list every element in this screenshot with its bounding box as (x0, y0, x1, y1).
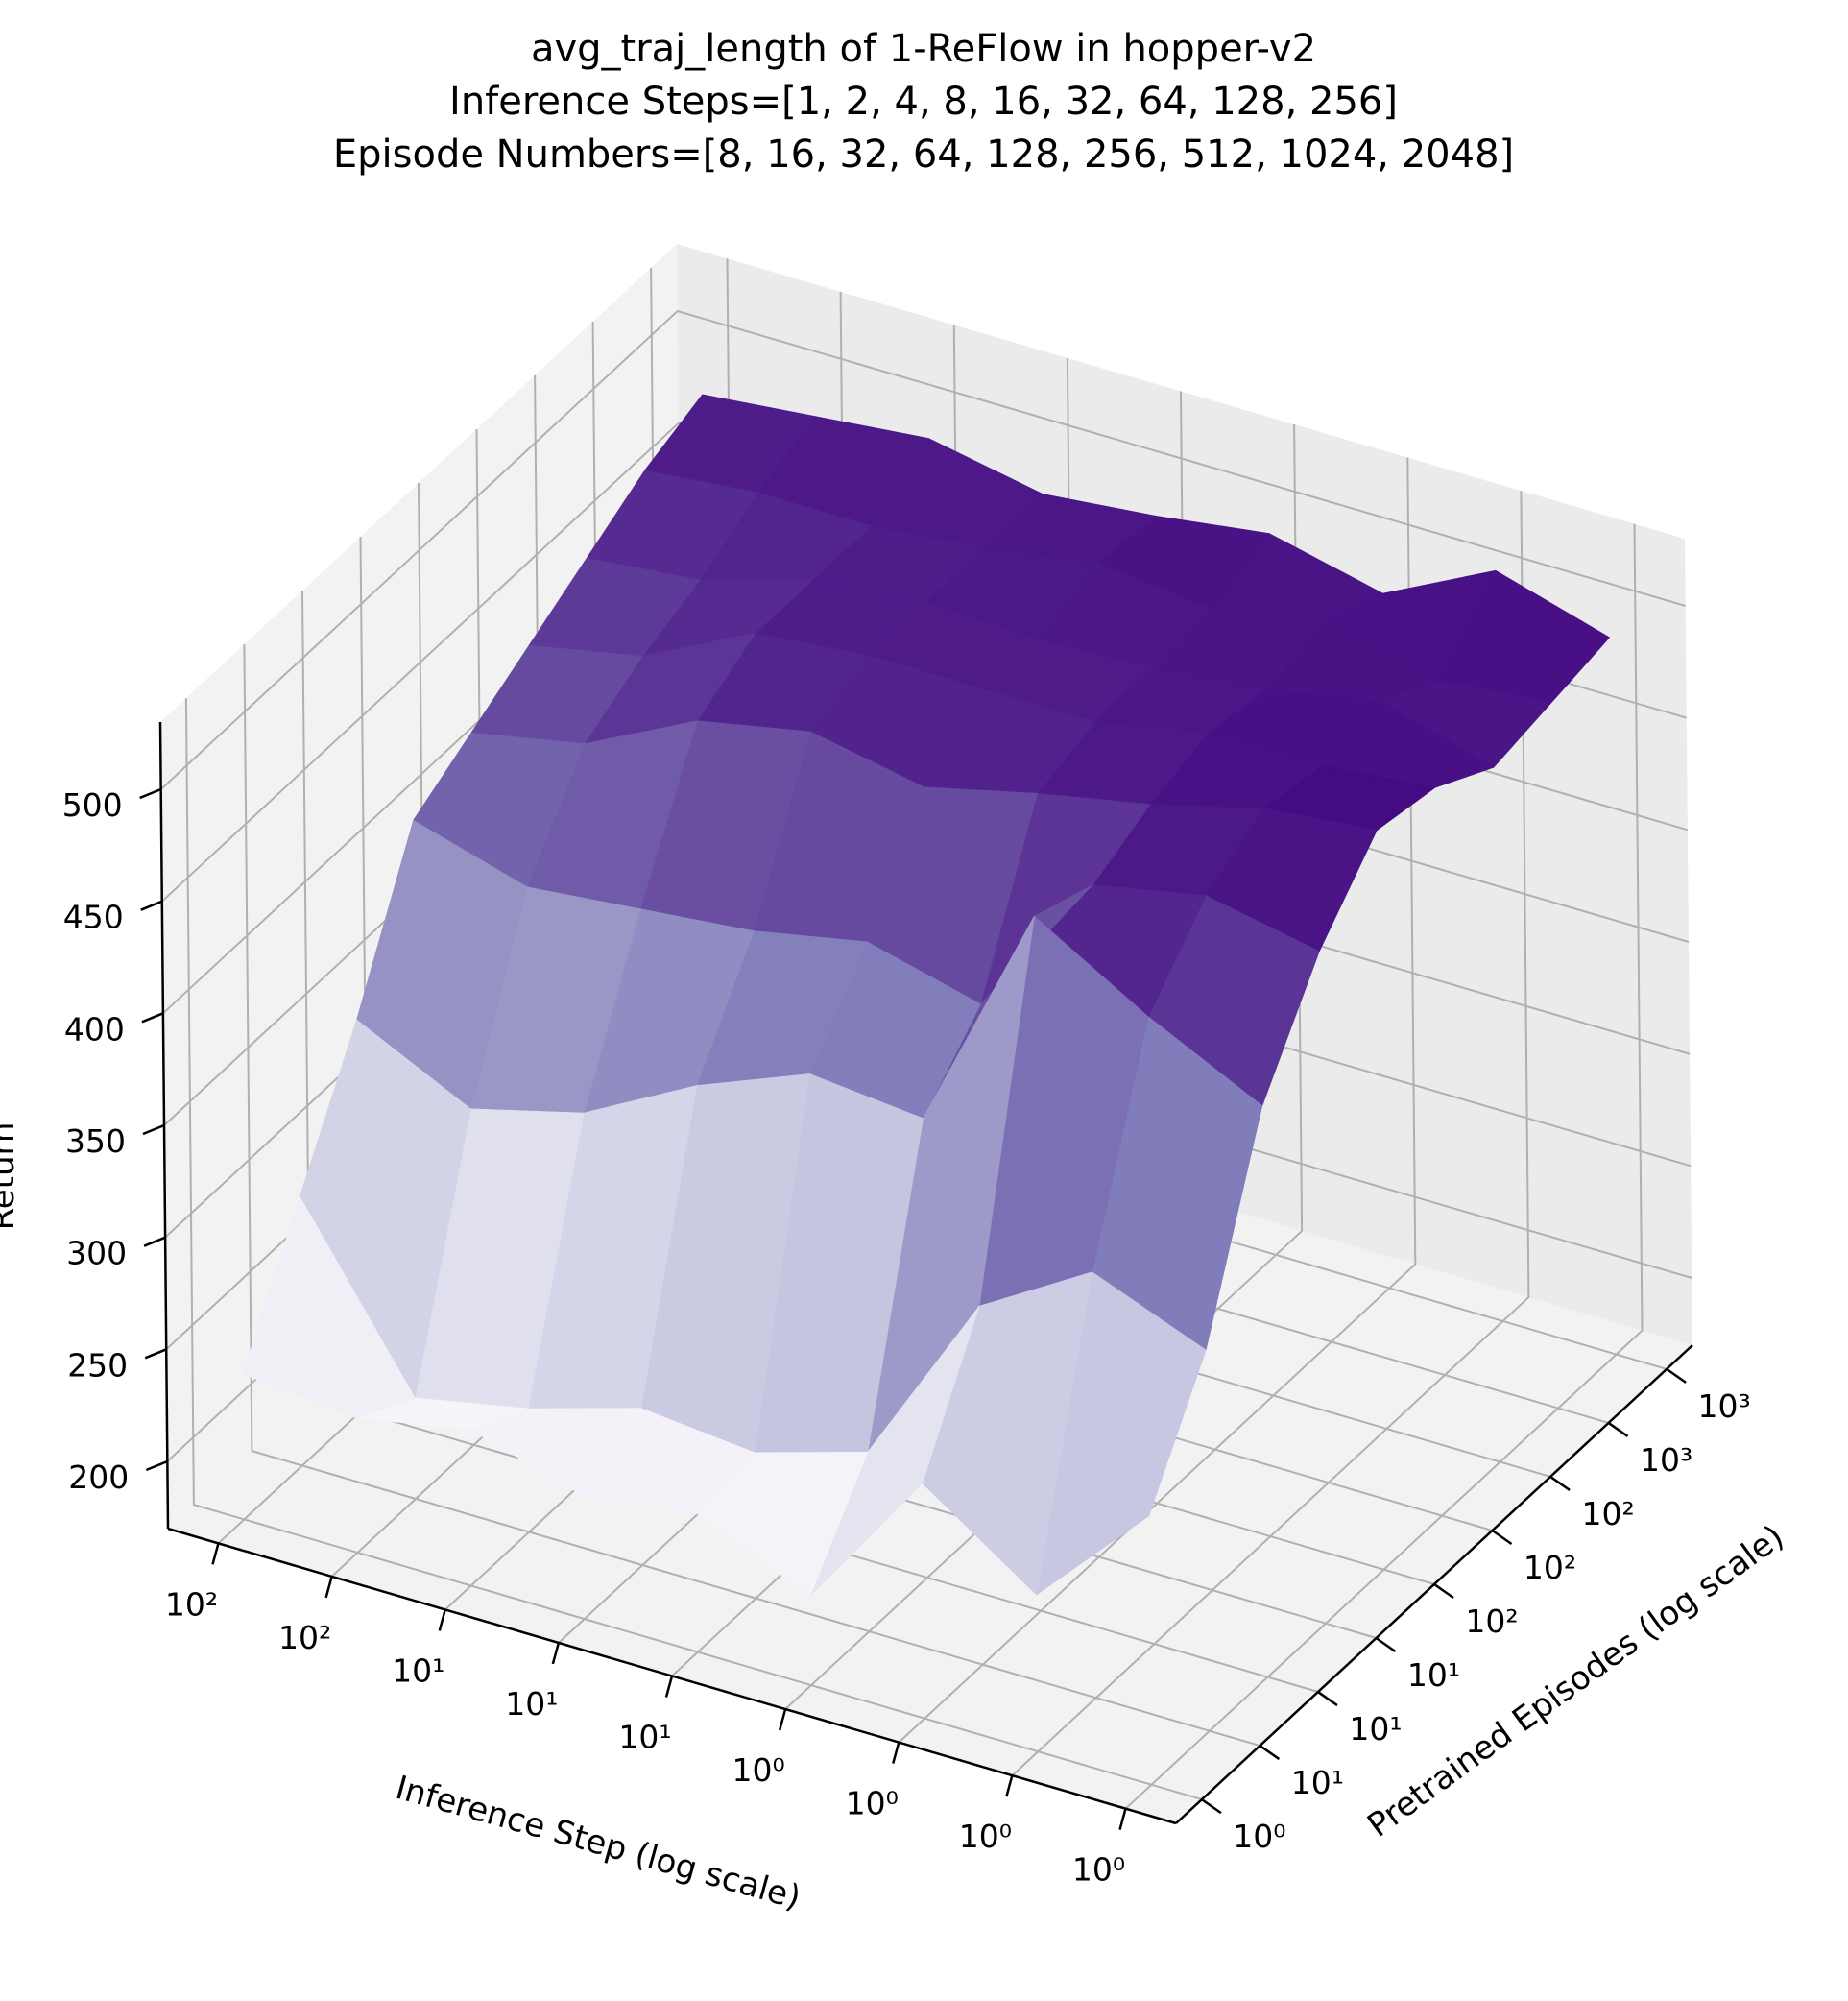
z-tick-mark (143, 1236, 166, 1247)
grid-line-y (184, 698, 1203, 1801)
y-tick-mark (1607, 1421, 1629, 1437)
grid-line-x (1124, 523, 1644, 1810)
grid-line-z (160, 309, 1686, 790)
y-tick-mark (1433, 1582, 1454, 1600)
x-tick-mark (551, 1642, 561, 1665)
y-tick-label: 10² (1465, 1603, 1518, 1640)
y-tick-label: 10⁰ (1233, 1818, 1285, 1855)
title-line-1: avg_traj_length of 1-ReFlow in hopper-v2 (531, 27, 1316, 71)
x-tick-label: 10² (165, 1585, 218, 1623)
x-tick-mark (778, 1708, 787, 1731)
z-tick-label: 500 (62, 786, 123, 824)
y-tick-mark (1549, 1475, 1571, 1491)
y-tick-label: 10³ (1640, 1441, 1692, 1479)
grid-line-x (1011, 491, 1530, 1776)
z-tick-mark (139, 787, 162, 800)
x-tick-label: 10⁰ (732, 1751, 784, 1789)
surface-mesh (242, 394, 1610, 1597)
z-tick-mark (144, 1348, 167, 1360)
y-tick-label: 10¹ (1407, 1656, 1460, 1694)
x-tick-label: 10¹ (618, 1719, 671, 1756)
chart-title: avg_traj_length of 1-ReFlow in hopper-v2… (333, 27, 1514, 177)
x-tick-mark (438, 1609, 446, 1631)
tick-labels: 10²10²10¹10¹10¹10⁰10⁰10⁰10⁰10⁰10¹10¹10¹1… (62, 786, 1751, 1889)
x-axis-label: Inference Step (log scale) (392, 1769, 804, 1917)
y-tick-mark (1666, 1367, 1687, 1384)
x-tick-mark (211, 1543, 220, 1565)
x-tick-label: 10⁰ (959, 1818, 1012, 1855)
y-tick-mark (1259, 1745, 1281, 1761)
title-line-2: Inference Steps=[1, 2, 4, 8, 16, 32, 64,… (449, 80, 1398, 124)
y-tick-mark (1491, 1529, 1513, 1545)
z-tick-mark (141, 1012, 164, 1024)
z-tick-label: 400 (64, 1010, 125, 1048)
z-tick-label: 350 (65, 1122, 126, 1160)
z-tick-mark (142, 1123, 165, 1136)
grid-line-y (243, 644, 1260, 1748)
z-tick-label: 450 (63, 899, 124, 936)
y-tick-label: 10¹ (1349, 1710, 1402, 1748)
x-tick-mark (1118, 1808, 1127, 1830)
y-tick-label: 10¹ (1291, 1764, 1344, 1801)
x-tick-label: 10⁰ (1072, 1851, 1125, 1889)
z-tick-label: 200 (68, 1459, 129, 1496)
y-tick-mark (1201, 1798, 1222, 1815)
y-tick-mark (1317, 1691, 1338, 1707)
x-tick-label: 10⁰ (846, 1785, 899, 1822)
title-line-3: Episode Numbers=[8, 16, 32, 64, 128, 256… (333, 133, 1514, 177)
z-tick-mark (140, 900, 163, 911)
z-tick-label: 300 (66, 1235, 127, 1272)
y-tick-label: 10³ (1697, 1387, 1750, 1425)
x-tick-label: 10² (278, 1619, 331, 1656)
y-tick-label: 10² (1581, 1495, 1634, 1532)
x-tick-mark (324, 1576, 333, 1599)
x-tick-label: 10¹ (392, 1651, 444, 1689)
y-tick-mark (1375, 1637, 1397, 1653)
z-axis-label: Return (0, 1122, 22, 1231)
z-tick-mark (145, 1459, 168, 1472)
z-tick-label: 250 (67, 1346, 128, 1384)
y-tick-label: 10² (1524, 1549, 1576, 1586)
x-tick-label: 10¹ (505, 1685, 558, 1723)
surface-patch (242, 1196, 416, 1419)
x-tick-mark (664, 1676, 674, 1698)
x-tick-mark (892, 1742, 900, 1764)
x-tick-mark (1005, 1774, 1014, 1797)
